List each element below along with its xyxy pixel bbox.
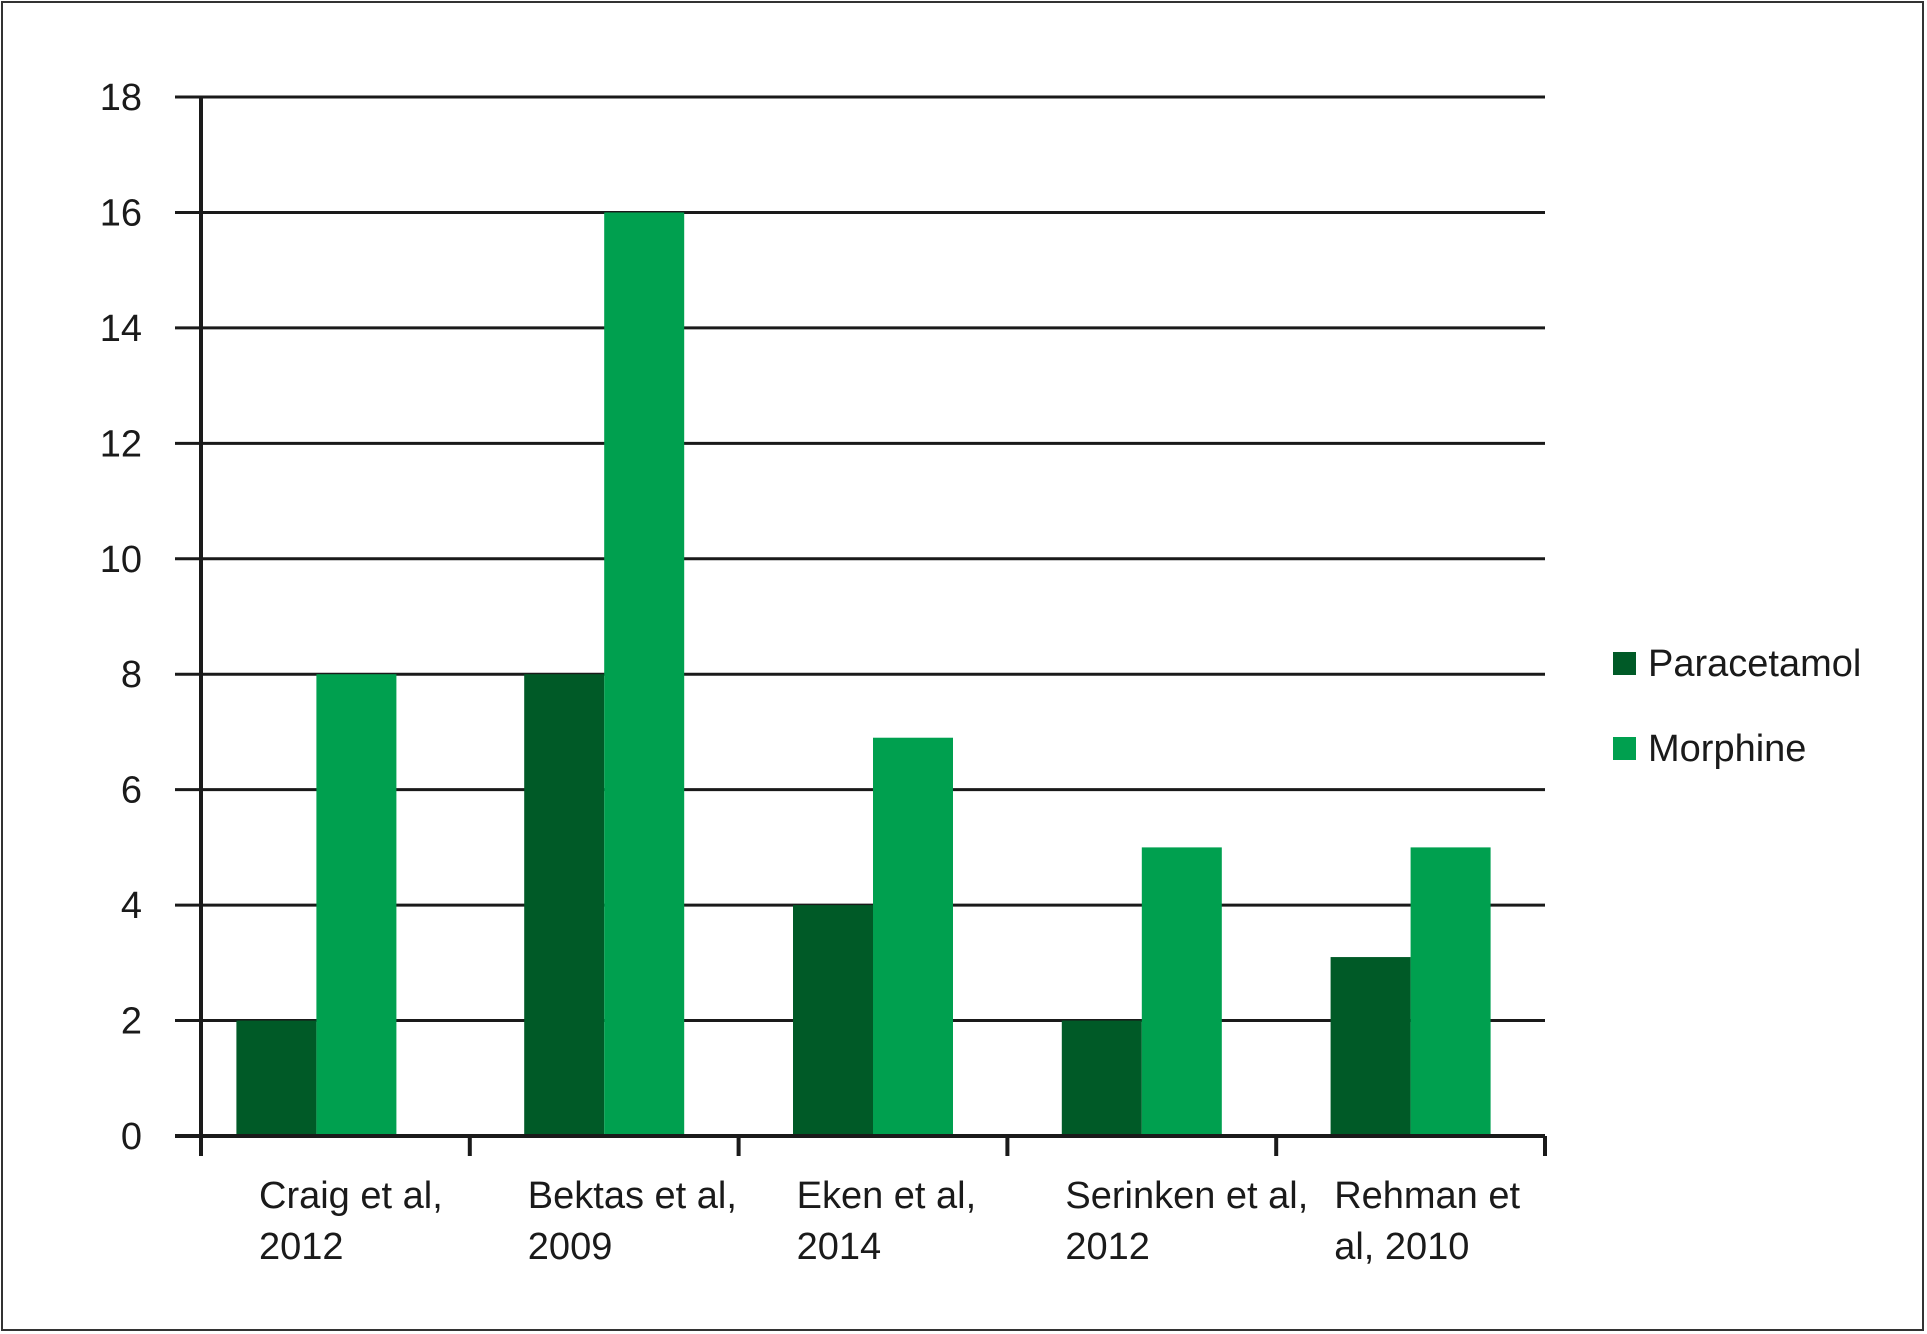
x-category-labels: Craig et al, 2012 Bektas et al, 2009 Eken et… [259, 1175, 1521, 1268]
y-tick-label: 14 [100, 308, 142, 350]
axes [175, 97, 1547, 1156]
bar-paracetamol-1 [524, 674, 605, 1136]
category-label: al, 2010 [1334, 1226, 1469, 1268]
bar-paracetamol-0 [236, 1020, 317, 1136]
legend-label-paracetamol: Paracetamol [1648, 643, 1861, 685]
bar-paracetamol-3 [1061, 1020, 1142, 1136]
y-tick-label: 2 [121, 1001, 142, 1043]
y-tick-label: 12 [100, 423, 142, 465]
category-label: Bektas et al, [528, 1175, 737, 1217]
bar-morphine-4 [1410, 847, 1491, 1136]
legend: Paracetamol Morphine [1613, 643, 1861, 770]
y-tick-label: 16 [100, 192, 142, 234]
bar-morphine-3 [1141, 847, 1222, 1136]
bar-morphine-2 [873, 737, 953, 1136]
legend-label-morphine: Morphine [1648, 728, 1806, 770]
bar-morphine-1 [604, 212, 685, 1136]
category-label: Rehman et [1334, 1175, 1520, 1217]
category-label: 2012 [259, 1226, 344, 1268]
category-label: 2009 [528, 1226, 613, 1268]
gridlines [175, 95, 1545, 1023]
y-tick-labels: 0 2 4 6 8 10 12 14 16 18 [100, 77, 142, 1158]
category-label: Serinken et al, [1065, 1175, 1308, 1217]
y-tick-label: 10 [100, 539, 142, 581]
legend-swatch-morphine [1613, 737, 1636, 760]
y-tick-label: 8 [121, 654, 142, 696]
bar-morphine-0 [316, 674, 397, 1136]
category-label: 2012 [1065, 1226, 1150, 1268]
y-tick-label: 18 [100, 77, 142, 119]
category-label: Eken et al, [797, 1175, 977, 1217]
y-tick-label: 4 [121, 885, 142, 927]
category-label: Craig et al, [259, 1175, 443, 1217]
bar-paracetamol-4 [1330, 957, 1411, 1136]
bar-paracetamol-2 [793, 905, 873, 1136]
bars [236, 212, 1491, 1136]
category-label: 2014 [797, 1226, 882, 1268]
y-tick-label: 0 [121, 1116, 142, 1158]
legend-swatch-paracetamol [1613, 652, 1636, 675]
y-tick-label: 6 [121, 770, 142, 812]
